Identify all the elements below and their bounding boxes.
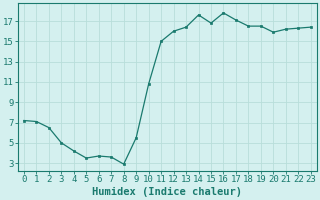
X-axis label: Humidex (Indice chaleur): Humidex (Indice chaleur): [92, 187, 242, 197]
